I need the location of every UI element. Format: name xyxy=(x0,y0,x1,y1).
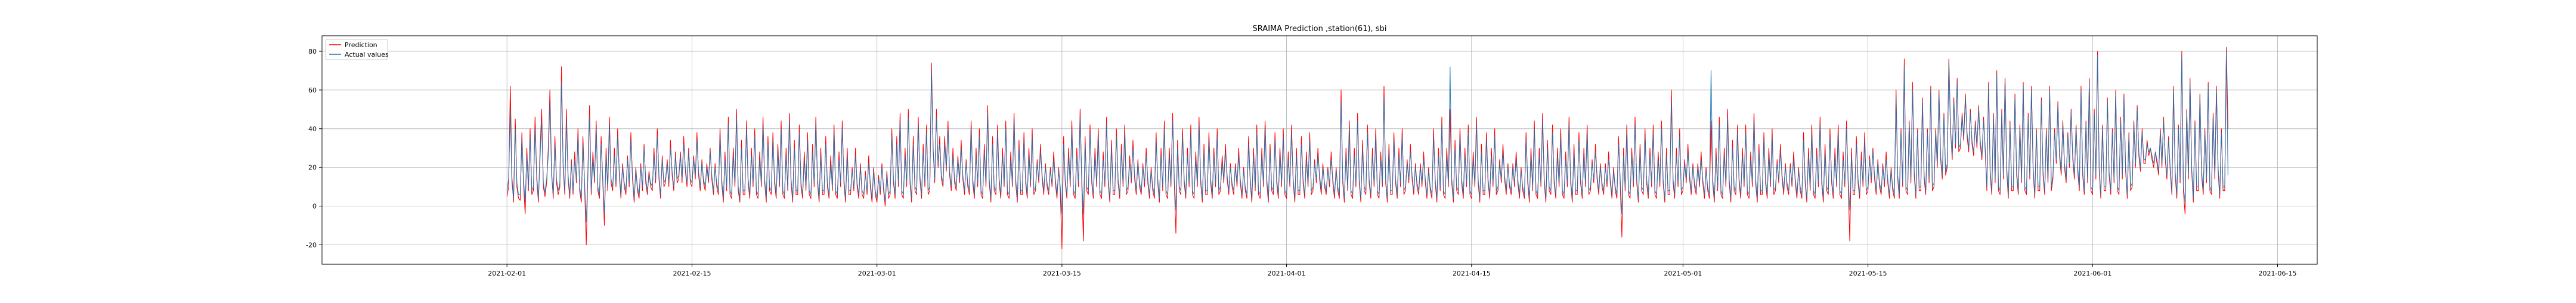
gridlines xyxy=(322,36,2317,264)
x-tick-label: 2021-06-01 xyxy=(2073,270,2111,277)
y-tick-label: 40 xyxy=(308,125,317,133)
x-tick-label: 2021-02-15 xyxy=(673,270,711,277)
y-tick-label: 20 xyxy=(308,164,317,172)
x-tick-label: 2021-02-01 xyxy=(488,270,526,277)
y-tick-label: -20 xyxy=(306,242,317,249)
y-axis-ticks: -20 0 20 40 60 80 xyxy=(306,48,322,249)
legend: Prediction Actual values xyxy=(325,39,389,60)
legend-label-actual-values: Actual values xyxy=(345,51,389,58)
legend-label-prediction: Prediction xyxy=(345,41,377,49)
x-tick-label: 2021-03-15 xyxy=(1043,270,1081,277)
x-tick-label: 2021-04-01 xyxy=(1268,270,1306,277)
series-line-actual-values xyxy=(506,51,2228,222)
x-tick-label: 2021-05-01 xyxy=(1664,270,1702,277)
chart-title: SRAIMA Prediction ,station(61), sbi xyxy=(1253,24,1387,33)
x-tick-label: 2021-05-15 xyxy=(1849,270,1887,277)
plot-frame xyxy=(321,35,2318,265)
y-tick-label: 60 xyxy=(308,86,317,94)
y-tick-label: 0 xyxy=(312,203,317,211)
x-tick-label: 2021-03-01 xyxy=(858,270,896,277)
y-tick-label: 80 xyxy=(308,48,317,55)
x-tick-label: 2021-04-15 xyxy=(1453,270,1491,277)
x-axis-ticks: 2021-02-01 2021-02-15 2021-03-01 2021-03-15… xyxy=(488,264,2296,277)
series-lines xyxy=(506,47,2228,249)
x-tick-label: 2021-06-15 xyxy=(2259,270,2297,277)
